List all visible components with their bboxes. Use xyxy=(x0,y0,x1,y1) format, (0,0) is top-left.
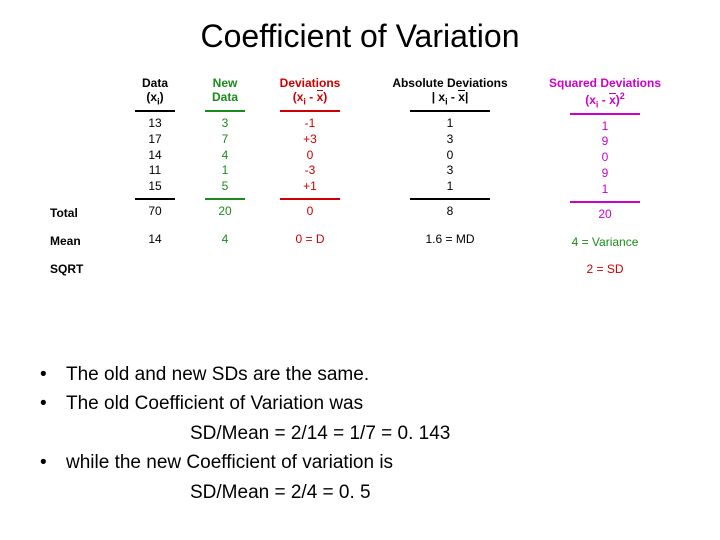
table-cell: 0 xyxy=(270,148,350,164)
bullet-list: •The old and new SDs are the same. •The … xyxy=(40,360,450,507)
mean-cell: 4 xyxy=(200,232,250,248)
total-cell: 70 xyxy=(130,204,180,220)
bullet-item: •The old and new SDs are the same. xyxy=(40,360,450,389)
table-cell: 1 xyxy=(380,179,520,195)
row-labels-column: Total Mean SQRT xyxy=(50,77,120,278)
new-data-column: New Data 3 7 4 1 5 20 4 xyxy=(200,77,250,248)
table-cell: +1 xyxy=(270,179,350,195)
table-cell: 3 xyxy=(380,132,520,148)
bullet-item: •The old Coefficient of Variation was xyxy=(40,389,450,418)
table-cell: 1 xyxy=(540,182,670,198)
stats-table: Total Mean SQRT Data (xi) 13 17 14 11 15… xyxy=(50,77,670,327)
total-label: Total xyxy=(50,206,120,222)
table-cell: 5 xyxy=(200,179,250,195)
table-cell: 9 xyxy=(540,166,670,182)
table-cell: 0 xyxy=(380,148,520,164)
dev-header: Deviations xyxy=(280,76,341,90)
abs-deviations-column: Absolute Deviations | xi - x| 1 3 0 3 1 … xyxy=(380,77,520,248)
data-column: Data (xi) 13 17 14 11 15 70 14 xyxy=(130,77,180,248)
sd-cell: 2 = SD xyxy=(540,262,670,278)
data-header: Data xyxy=(142,76,168,90)
deviations-column: Deviations (xi - x) -1 +3 0 -3 +1 0 0 = … xyxy=(270,77,350,248)
table-cell: 0 xyxy=(540,150,670,166)
total-cell: 20 xyxy=(200,204,250,220)
table-cell: 11 xyxy=(130,163,180,179)
mean-label: Mean xyxy=(50,234,120,250)
table-cell: 9 xyxy=(540,134,670,150)
adev-header: Absolute Deviations xyxy=(392,76,507,90)
table-cell: 4 xyxy=(200,148,250,164)
table-cell: 1 xyxy=(540,119,670,135)
table-cell: 7 xyxy=(200,132,250,148)
table-cell: 1 xyxy=(380,116,520,132)
total-cell: 20 xyxy=(540,207,670,223)
mean-cell: 14 xyxy=(130,232,180,248)
table-cell: 3 xyxy=(200,116,250,132)
sqrt-label: SQRT xyxy=(50,262,120,278)
table-cell: -3 xyxy=(270,163,350,179)
table-cell: 14 xyxy=(130,148,180,164)
squared-deviations-column: Squared Deviations (xi - x)2 1 9 0 9 1 2… xyxy=(540,77,670,278)
sq-header: Squared Deviations xyxy=(549,76,661,90)
total-cell: 8 xyxy=(380,204,520,220)
table-cell: 1 xyxy=(200,163,250,179)
table-cell: +3 xyxy=(270,132,350,148)
bullet-equation: SD/Mean = 2/4 = 0. 5 xyxy=(40,478,450,507)
new-header: New xyxy=(213,76,238,90)
bullet-item: •while the new Coefficient of variation … xyxy=(40,448,450,477)
total-cell: 0 xyxy=(270,204,350,220)
table-cell: -1 xyxy=(270,116,350,132)
variance-cell: 4 = Variance xyxy=(540,235,670,251)
table-cell: 17 xyxy=(130,132,180,148)
table-cell: 3 xyxy=(380,163,520,179)
table-cell: 13 xyxy=(130,116,180,132)
page-title: Coefficient of Variation xyxy=(0,0,720,55)
mean-cell: 1.6 = MD xyxy=(380,232,520,248)
mean-cell: 0 = D xyxy=(270,232,350,248)
table-cell: 15 xyxy=(130,179,180,195)
bullet-equation: SD/Mean = 2/14 = 1/7 = 0. 143 xyxy=(40,419,450,448)
